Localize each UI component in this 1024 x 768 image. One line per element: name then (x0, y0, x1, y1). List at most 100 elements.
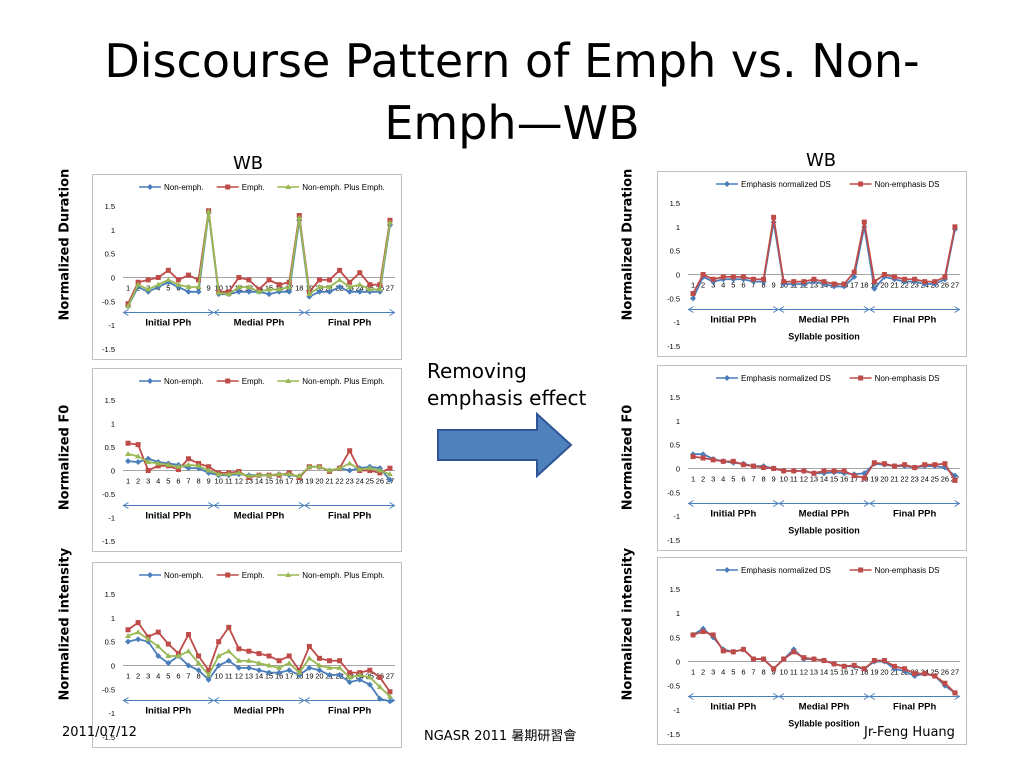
xtick-label-7: 8 (196, 477, 200, 486)
data-point-s0-8 (205, 676, 212, 683)
xtick-label-12: 13 (245, 672, 253, 681)
data-point-s2-19 (316, 284, 323, 290)
data-point-s0-20 (326, 288, 333, 295)
phrase-arrow-right-2 (954, 500, 961, 507)
data-point-s1-26 (387, 689, 393, 695)
data-point-s2-0 (125, 632, 132, 638)
phrase-arrow-left-0 (687, 500, 694, 507)
phrase-arrow-right-0 (207, 697, 215, 704)
ytick-label-1: 1 (676, 223, 680, 232)
data-point-s2-5 (175, 652, 182, 658)
xtick-label-25: 26 (941, 668, 949, 677)
phrase-label-1: Medial PPh (234, 318, 285, 329)
data-point-s1-8 (771, 214, 777, 220)
data-point-s0-0 (125, 458, 132, 465)
data-point-s1-25 (942, 461, 948, 467)
data-point-s2-22 (346, 674, 353, 680)
xtick-label-11: 12 (235, 672, 243, 681)
footer-date: 2011/07/12 (62, 725, 137, 740)
data-point-s1-14 (831, 661, 837, 667)
annotation-removing-emphasis: Removing emphasis effect (427, 359, 587, 410)
xtick-label-23: 24 (921, 475, 929, 484)
ytick-label-2: 0.5 (670, 247, 680, 256)
data-point-s1-9 (216, 639, 222, 645)
xtick-label-18: 19 (305, 477, 313, 486)
ytick-label-3: 0 (676, 658, 680, 667)
data-point-s0-25 (376, 695, 383, 702)
phrase-arrow-left-2 (303, 309, 311, 316)
xtick-label-26: 27 (386, 284, 394, 293)
data-point-s0-25 (376, 288, 383, 295)
data-point-s2-26 (386, 219, 393, 225)
xtick-label-10: 11 (225, 284, 233, 293)
xtick-label-0: 1 (126, 477, 130, 486)
data-point-s1-3 (155, 629, 161, 635)
phrase-label-1: Medial PPh (799, 315, 850, 326)
data-point-s2-3 (155, 281, 162, 287)
chart-right-duration: Emphasis normalized DS Non-emphasis DS 1.5… (657, 171, 967, 357)
data-point-s1-22 (912, 465, 918, 471)
xtick-label-11: 12 (800, 475, 808, 484)
data-point-s2-13 (256, 660, 262, 666)
data-point-s2-0 (125, 303, 132, 309)
data-point-s1-19 (881, 272, 887, 277)
data-point-s2-13 (256, 288, 262, 294)
legend-label-2: Non-emph. Plus Emph. (302, 183, 385, 192)
data-point-s0-17 (296, 672, 303, 679)
slide-title: Discourse Pattern of Emph vs. Non-Emph—W… (104, 34, 920, 150)
data-point-s1-12 (246, 648, 252, 654)
data-point-s2-0 (125, 451, 132, 457)
data-point-s1-4 (730, 274, 736, 280)
data-point-s1-0 (690, 291, 696, 297)
data-point-s1-21 (337, 267, 343, 273)
data-point-s1-2 (710, 632, 716, 638)
data-point-s1-26 (387, 465, 393, 471)
data-point-s2-11 (235, 469, 242, 475)
ytick-label-5: -1 (108, 514, 115, 523)
data-point-s0-23 (356, 676, 363, 683)
data-point-s2-24 (366, 465, 373, 471)
data-point-s1-14 (266, 653, 272, 659)
xaxis-label: Syllable position (788, 332, 860, 342)
data-point-s2-7 (195, 660, 202, 666)
legend-label-1: Non-emphasis DS (875, 566, 940, 575)
xtick-label-16: 17 (285, 672, 293, 681)
xtick-label-19: 20 (880, 475, 888, 484)
data-point-s1-12 (246, 277, 252, 283)
data-point-s1-3 (155, 463, 161, 469)
data-point-s1-7 (761, 656, 767, 662)
data-point-s2-25 (376, 683, 383, 689)
xtick-label-14: 15 (265, 477, 273, 486)
data-point-s1-18 (871, 279, 877, 285)
data-point-s1-12 (811, 276, 817, 282)
ytick-label-6: -1.5 (102, 345, 115, 354)
data-point-s1-17 (861, 475, 867, 481)
phrase-arrow-right-1 (863, 693, 870, 700)
ytick-label-6: -1.5 (102, 537, 115, 546)
data-point-s1-12 (811, 470, 817, 476)
data-point-s1-20 (892, 663, 898, 669)
data-point-s2-8 (205, 672, 212, 678)
data-point-s1-13 (821, 468, 827, 474)
data-point-s1-16 (851, 662, 857, 668)
data-point-s2-8 (205, 208, 212, 214)
legend-marker-2 (285, 378, 292, 383)
data-point-s2-10 (225, 471, 232, 477)
phrase-arrow-left-2 (868, 693, 876, 700)
data-point-s1-19 (881, 461, 887, 467)
ytick-label-1: 1 (676, 417, 680, 426)
xtick-label-23: 24 (356, 284, 364, 293)
ytick-label-1: 1 (111, 614, 115, 623)
data-point-s0-0 (690, 295, 697, 302)
xtick-label-0: 1 (691, 668, 695, 677)
xtick-label-12: 13 (810, 475, 818, 484)
ytick-label-3: 0 (111, 274, 115, 283)
data-point-s0-7 (195, 667, 202, 674)
xtick-label-22: 23 (910, 281, 918, 290)
data-point-s0-22 (346, 467, 353, 474)
ytick-label-3: 0 (676, 465, 680, 474)
data-point-s1-9 (781, 279, 787, 285)
ylabel-right-f0: Normalized F0 (620, 404, 636, 511)
data-point-s2-2 (145, 459, 152, 465)
ytick-label-6: -1.5 (667, 730, 680, 739)
